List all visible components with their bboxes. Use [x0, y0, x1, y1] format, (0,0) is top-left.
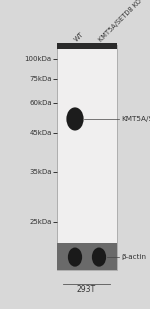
Text: 45kDa: 45kDa: [29, 130, 52, 137]
Ellipse shape: [97, 254, 101, 260]
Bar: [57, 243, 117, 270]
Bar: [57, 45, 117, 270]
Bar: [57, 43, 117, 49]
Text: 100kDa: 100kDa: [25, 56, 52, 62]
Ellipse shape: [68, 248, 82, 267]
Text: 75kDa: 75kDa: [29, 76, 52, 82]
Text: β-actin: β-actin: [122, 254, 147, 260]
Ellipse shape: [72, 115, 78, 123]
Text: 60kDa: 60kDa: [29, 99, 52, 106]
Ellipse shape: [71, 251, 79, 263]
Ellipse shape: [95, 251, 103, 263]
Text: 35kDa: 35kDa: [29, 169, 52, 175]
Ellipse shape: [69, 112, 81, 126]
Text: WT: WT: [74, 31, 85, 43]
Text: KMT5A/SETD8: KMT5A/SETD8: [122, 116, 150, 122]
Text: KMT5A/SETD8 KO: KMT5A/SETD8 KO: [98, 0, 143, 43]
Text: 293T: 293T: [77, 285, 96, 294]
Text: 25kDa: 25kDa: [29, 219, 52, 226]
Ellipse shape: [92, 248, 106, 267]
Ellipse shape: [66, 107, 84, 130]
Ellipse shape: [73, 254, 77, 260]
